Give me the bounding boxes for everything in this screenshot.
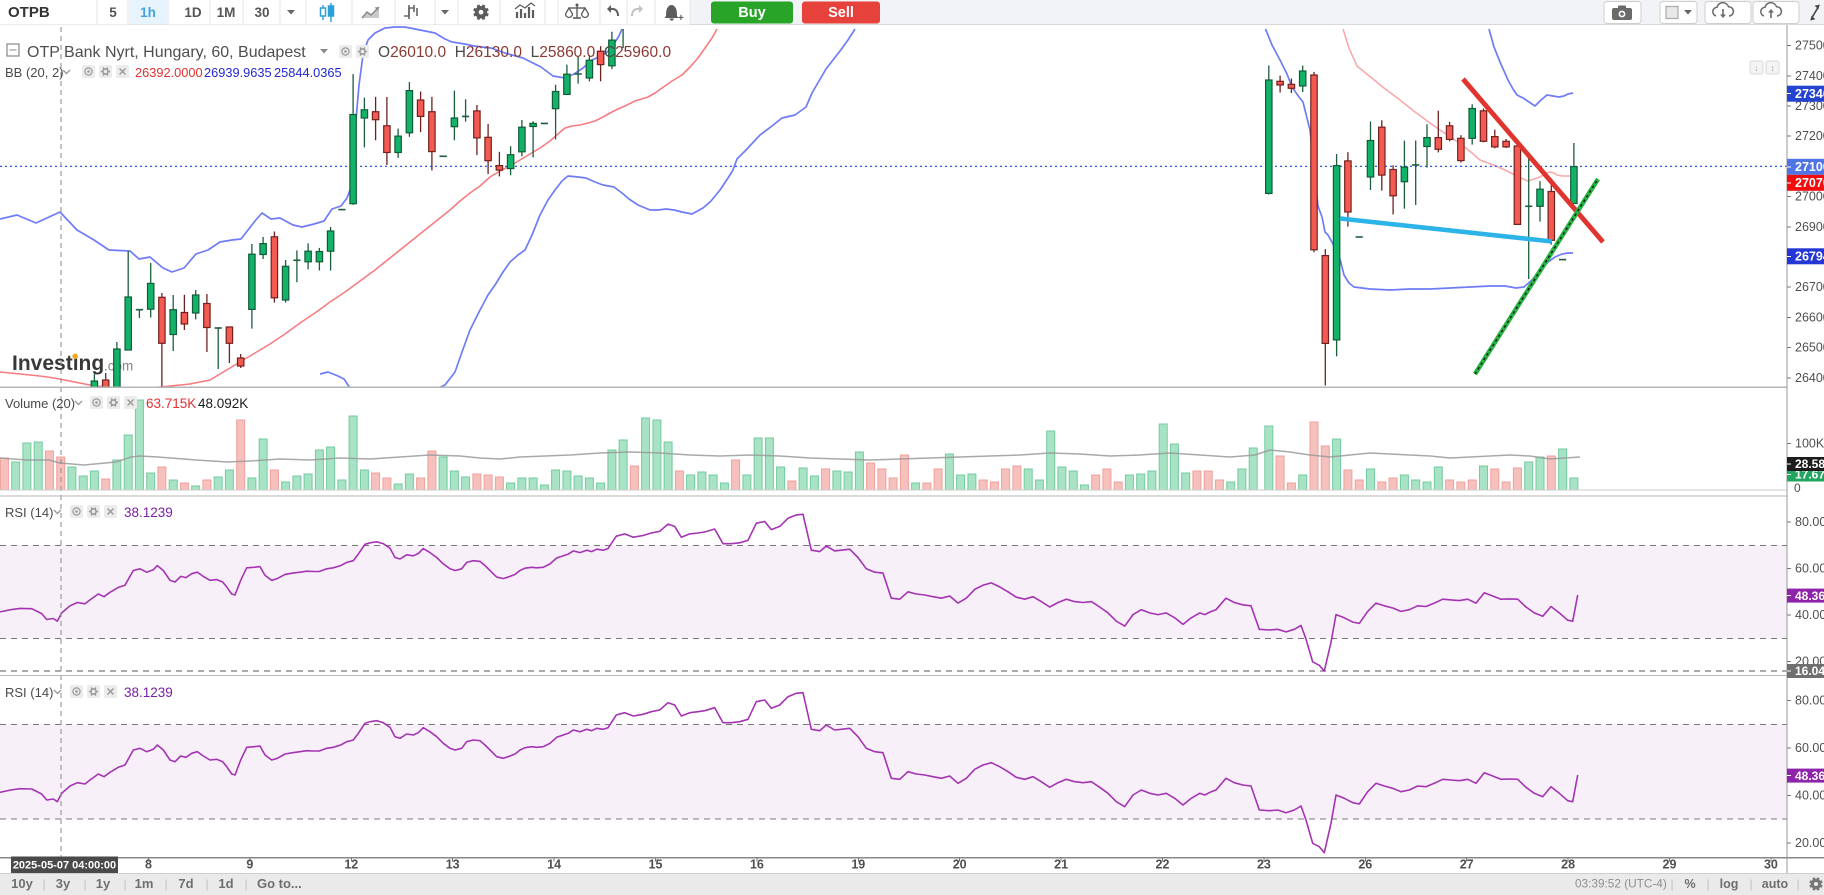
svg-text:10y: 10y [11, 876, 33, 891]
svg-text:OTP Bank Nyrt, Hungary, 60, Bu: OTP Bank Nyrt, Hungary, 60, Budapest [27, 44, 306, 61]
svg-text:1M: 1M [217, 5, 236, 20]
svg-text:1h: 1h [140, 5, 156, 20]
svg-text:|: | [1706, 877, 1709, 891]
svg-text:|: | [42, 877, 45, 891]
svg-text:5: 5 [109, 5, 117, 20]
svg-text:28.585: 28.585 [1795, 457, 1824, 471]
svg-text:100K: 100K [1795, 437, 1824, 451]
svg-text:20.000: 20.000 [1795, 836, 1824, 850]
svg-text:27500: 27500 [1795, 39, 1824, 53]
svg-text:0: 0 [1794, 481, 1801, 495]
svg-text:RSI (14): RSI (14) [5, 685, 53, 700]
svg-text:1m: 1m [135, 876, 154, 891]
svg-text:3y: 3y [56, 876, 71, 891]
svg-text:7d: 7d [178, 876, 193, 891]
svg-text:9: 9 [246, 858, 253, 872]
svg-text:27000: 27000 [1795, 190, 1824, 204]
svg-text:12: 12 [344, 858, 358, 872]
svg-text:22: 22 [1156, 858, 1170, 872]
svg-text:38.1239: 38.1239 [124, 505, 173, 520]
svg-text:25844.0365: 25844.0365 [274, 65, 342, 80]
svg-text:48.092K: 48.092K [198, 396, 248, 411]
svg-text:27100: 27100 [1795, 160, 1824, 174]
svg-text:26500: 26500 [1795, 341, 1824, 355]
svg-text:30: 30 [254, 5, 269, 20]
svg-text:|: | [83, 877, 86, 891]
svg-text:↓: ↓ [1754, 63, 1759, 73]
svg-text:|: | [164, 877, 167, 891]
svg-text:27200: 27200 [1795, 129, 1824, 143]
svg-text:19: 19 [851, 858, 865, 872]
svg-text:|: | [1796, 877, 1799, 891]
svg-text:48.365: 48.365 [1795, 769, 1824, 783]
svg-text:03:39:52 (UTC-4): 03:39:52 (UTC-4) [1575, 877, 1667, 891]
svg-text:27400: 27400 [1795, 69, 1824, 83]
svg-text:O26010.0 H26130.0 L25860.0: O26010.0 H26130.0 L25860.0 C25960.0 [378, 44, 671, 61]
svg-text:21: 21 [1054, 858, 1068, 872]
svg-text:15: 15 [649, 858, 663, 872]
svg-text:26794: 26794 [1795, 250, 1824, 264]
svg-text:|: | [205, 877, 208, 891]
svg-text:1D: 1D [184, 5, 202, 20]
svg-text:60.000: 60.000 [1795, 741, 1824, 755]
svg-text:80.000: 80.000 [1795, 515, 1824, 529]
svg-text:38.1239: 38.1239 [124, 685, 173, 700]
svg-text:27070: 27070 [1795, 176, 1824, 190]
svg-text:30: 30 [1764, 858, 1778, 872]
svg-text:26600: 26600 [1795, 310, 1824, 324]
svg-text:16.041: 16.041 [1795, 664, 1824, 678]
svg-text:log: log [1720, 877, 1739, 891]
svg-text:23: 23 [1257, 858, 1271, 872]
svg-text:Sell: Sell [828, 5, 854, 21]
svg-text:17.675: 17.675 [1795, 468, 1824, 482]
svg-text:27300: 27300 [1795, 99, 1824, 113]
svg-text:↕: ↕ [1770, 63, 1775, 73]
svg-text:16: 16 [750, 858, 764, 872]
svg-text:60.000: 60.000 [1795, 562, 1824, 576]
svg-text:|: | [1749, 877, 1752, 891]
svg-text:48.365: 48.365 [1795, 589, 1824, 603]
svg-text:2025-05-07 04:00:00: 2025-05-07 04:00:00 [13, 860, 116, 872]
svg-text:OTPB: OTPB [8, 4, 50, 21]
svg-text:26400: 26400 [1795, 371, 1824, 385]
svg-text:20: 20 [953, 858, 967, 872]
svg-text:RSI (14): RSI (14) [5, 505, 53, 520]
svg-text:8: 8 [145, 858, 152, 872]
svg-text:+: + [678, 13, 684, 24]
svg-text:26392.0000: 26392.0000 [135, 65, 203, 80]
svg-text:BB (20, 2): BB (20, 2) [5, 65, 64, 80]
svg-text:|: | [123, 877, 126, 891]
svg-text:13: 13 [446, 858, 460, 872]
svg-text:|: | [1670, 877, 1673, 891]
svg-text:Investing: Investing [12, 352, 104, 375]
svg-text:auto: auto [1762, 877, 1789, 891]
svg-text:26939.9635: 26939.9635 [204, 65, 272, 80]
svg-text:28: 28 [1561, 858, 1575, 872]
svg-text:80.000: 80.000 [1795, 694, 1824, 708]
svg-text:26: 26 [1358, 858, 1372, 872]
svg-text:29: 29 [1663, 858, 1677, 872]
svg-text:Go to...: Go to... [257, 876, 302, 891]
svg-text:27346: 27346 [1795, 87, 1824, 101]
svg-text:40.000: 40.000 [1795, 608, 1824, 622]
svg-text:1y: 1y [96, 876, 111, 891]
svg-text:27: 27 [1460, 858, 1474, 872]
svg-text:40.000: 40.000 [1795, 789, 1824, 803]
svg-text:26700: 26700 [1795, 280, 1824, 294]
svg-text:1d: 1d [218, 876, 233, 891]
svg-text:26900: 26900 [1795, 220, 1824, 234]
svg-text:63.715K: 63.715K [146, 396, 196, 411]
svg-text:Volume (20): Volume (20) [5, 396, 75, 411]
svg-text:Buy: Buy [738, 5, 765, 21]
svg-text:%: % [1684, 877, 1695, 891]
svg-text:|: | [244, 877, 247, 891]
svg-text:14: 14 [547, 858, 561, 872]
